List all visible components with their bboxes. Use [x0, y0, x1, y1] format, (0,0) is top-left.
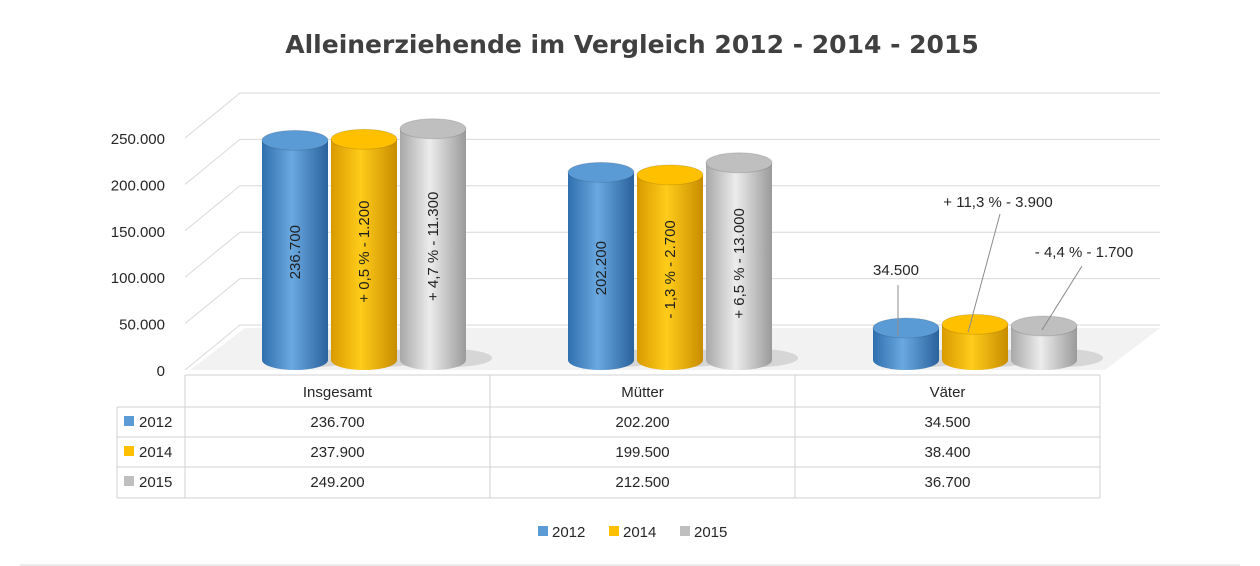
bar-top-2014-1 [636, 164, 704, 186]
gridline [184, 92, 1160, 139]
y-axis-ticks: 0 50.000 100.000 150.000 200.000 250.000 [111, 131, 165, 380]
bar-top-2014-2 [941, 313, 1009, 335]
data-table: Insgesamt Mütter Väter 2012 236.700 202.200 34… [116, 374, 1101, 499]
bar-value-label: + 4,7 % - 11.300 [425, 192, 442, 301]
table-row-label: 2014 [139, 444, 172, 461]
table-legend-key [124, 416, 134, 426]
bar-value-label: + 11,3 % - 3.900 [943, 194, 1052, 211]
bars [261, 118, 1103, 370]
callout-line [1041, 265, 1083, 331]
gridline [184, 278, 1160, 324]
bar-2012-2 [873, 327, 939, 370]
legend: 2012 2014 2015 [538, 524, 727, 541]
chart-title: Alleinerziehende im Vergleich 2012 - 201… [285, 30, 978, 59]
table-row-label: 2012 [139, 414, 172, 431]
bar-2014-1 [637, 174, 703, 370]
table-cell: 212.500 [615, 474, 669, 491]
table-cell: 34.500 [925, 414, 971, 431]
bar-2014-2 [942, 324, 1008, 370]
legend-label-2014: 2014 [623, 524, 656, 541]
bar-value-label: - 4,4 % - 1.700 [1035, 244, 1133, 261]
table-legend-key [124, 446, 134, 456]
legend-label-2015: 2015 [694, 524, 727, 541]
bar-value-label: 202.200 [593, 241, 610, 295]
bar-value-label: 34.500 [873, 262, 919, 279]
table-row-label: 2015 [139, 474, 172, 491]
table-cell: 199.500 [615, 444, 669, 461]
y-tick-label: 200.000 [111, 177, 165, 194]
table-cell: 36.700 [925, 474, 971, 491]
bar-2014-0 [331, 139, 397, 370]
y-tick-label: 50.000 [119, 317, 165, 334]
gridline [184, 231, 1160, 278]
bar-2015-2 [1011, 325, 1077, 370]
legend-key-2015 [680, 526, 690, 536]
legend-label-2012: 2012 [552, 524, 585, 541]
table-cell: 202.200 [615, 414, 669, 431]
bar-value-label: + 6,5 % - 13.000 [731, 208, 748, 319]
legend-key-2014 [609, 526, 619, 536]
y-tick-label: 250.000 [111, 131, 165, 148]
bar-labels: 236.700 + 0,5 % - 1.200 + 4,7 % - 11.300 20… [287, 192, 1133, 336]
table-cell: 236.700 [310, 414, 364, 431]
bar-top-2014-0 [330, 128, 398, 150]
legend-key-2012 [538, 526, 548, 536]
table-cell: 249.200 [310, 474, 364, 491]
y-tick-label: 0 [157, 363, 165, 380]
bar-2015-0 [400, 128, 466, 370]
table-header-cell: Insgesamt [303, 384, 373, 401]
bar-top-2012-2 [872, 317, 940, 339]
table-cell: 237.900 [310, 444, 364, 461]
bar-value-label: 236.700 [287, 225, 304, 279]
table-legend-key [124, 476, 134, 486]
gridline [184, 185, 1160, 232]
table-cell: 38.400 [925, 444, 971, 461]
y-tick-label: 100.000 [111, 270, 165, 287]
gridline [184, 138, 1160, 185]
bar-top-2015-0 [399, 118, 467, 140]
gridline [184, 324, 1160, 371]
bar-value-label: - 1,3 % - 2.700 [662, 220, 679, 318]
bar-2015-1 [706, 162, 772, 370]
callout-line [967, 213, 1001, 333]
bar-top-2012-0 [261, 129, 329, 151]
table-header-cell: Väter [930, 384, 966, 401]
bar-2012-0 [262, 140, 328, 370]
table-header-cell: Mütter [621, 384, 664, 401]
bar-top-2015-1 [705, 152, 773, 174]
y-tick-label: 150.000 [111, 224, 165, 241]
bar-value-label: + 0,5 % - 1.200 [356, 201, 373, 303]
bar-2012-1 [568, 172, 634, 370]
bar-top-2012-1 [567, 161, 635, 183]
